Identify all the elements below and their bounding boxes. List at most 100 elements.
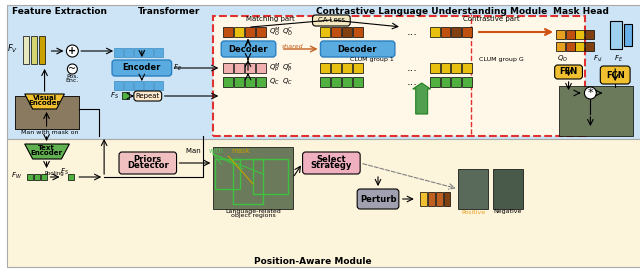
FancyBboxPatch shape	[38, 36, 45, 64]
Circle shape	[67, 45, 78, 57]
FancyBboxPatch shape	[154, 48, 163, 57]
FancyBboxPatch shape	[555, 65, 582, 79]
FancyBboxPatch shape	[134, 48, 143, 57]
FancyBboxPatch shape	[114, 81, 123, 90]
FancyBboxPatch shape	[357, 189, 399, 209]
Text: Enc.: Enc.	[66, 77, 79, 83]
FancyBboxPatch shape	[31, 36, 36, 64]
Text: Visual: Visual	[33, 95, 56, 101]
Text: FCN: FCN	[606, 70, 625, 80]
Polygon shape	[25, 94, 65, 109]
Text: Negative: Negative	[494, 210, 522, 214]
Text: Encoder: Encoder	[29, 100, 61, 106]
Text: Encoder: Encoder	[31, 150, 63, 156]
Text: $Q_P^C$: $Q_P^C$	[282, 61, 293, 75]
FancyBboxPatch shape	[342, 63, 352, 73]
FancyBboxPatch shape	[245, 63, 255, 73]
FancyBboxPatch shape	[444, 192, 451, 206]
FancyBboxPatch shape	[213, 147, 292, 209]
Text: Feature Extraction: Feature Extraction	[12, 8, 107, 16]
FancyBboxPatch shape	[566, 42, 575, 51]
FancyBboxPatch shape	[68, 174, 74, 180]
FancyBboxPatch shape	[7, 5, 640, 139]
FancyBboxPatch shape	[312, 15, 350, 26]
Text: CA Loss: CA Loss	[318, 17, 345, 23]
Text: $Q_O^M$: $Q_O^M$	[269, 25, 281, 39]
FancyBboxPatch shape	[221, 41, 276, 57]
Text: $Q_C$: $Q_C$	[269, 77, 280, 87]
FancyBboxPatch shape	[332, 27, 341, 37]
FancyBboxPatch shape	[23, 36, 29, 64]
Circle shape	[67, 64, 77, 74]
FancyBboxPatch shape	[429, 77, 440, 87]
FancyBboxPatch shape	[134, 91, 162, 101]
FancyBboxPatch shape	[566, 30, 575, 39]
FancyBboxPatch shape	[462, 77, 472, 87]
FancyBboxPatch shape	[124, 48, 133, 57]
Text: $F_S$: $F_S$	[109, 91, 118, 101]
Text: Language-related: Language-related	[225, 208, 281, 214]
FancyBboxPatch shape	[575, 42, 584, 51]
Text: mask: mask	[231, 148, 250, 154]
FancyBboxPatch shape	[451, 63, 461, 73]
FancyBboxPatch shape	[332, 77, 341, 87]
Text: Position-Aware Module: Position-Aware Module	[253, 257, 371, 266]
FancyBboxPatch shape	[124, 81, 133, 90]
FancyBboxPatch shape	[213, 16, 586, 136]
Text: Mask Head: Mask Head	[552, 8, 609, 16]
Text: CLUM group G: CLUM group G	[479, 56, 524, 62]
FancyBboxPatch shape	[429, 63, 440, 73]
FancyBboxPatch shape	[15, 96, 79, 129]
Text: Perturb: Perturb	[360, 194, 396, 204]
FancyBboxPatch shape	[556, 42, 564, 51]
FancyBboxPatch shape	[256, 27, 266, 37]
Text: $Q_P^M$: $Q_P^M$	[269, 61, 281, 75]
FancyBboxPatch shape	[575, 30, 584, 39]
FancyBboxPatch shape	[234, 77, 244, 87]
FancyBboxPatch shape	[462, 63, 472, 73]
Polygon shape	[25, 144, 69, 159]
FancyBboxPatch shape	[223, 63, 233, 73]
Text: *: *	[588, 88, 593, 98]
Text: Decoder: Decoder	[228, 44, 268, 54]
Text: Decoder: Decoder	[337, 44, 377, 54]
Text: ...: ...	[406, 77, 417, 87]
FancyBboxPatch shape	[493, 169, 523, 209]
FancyBboxPatch shape	[15, 96, 79, 129]
Text: $F_E$: $F_E$	[614, 54, 623, 64]
FancyBboxPatch shape	[34, 174, 40, 180]
FancyBboxPatch shape	[586, 42, 595, 51]
FancyBboxPatch shape	[420, 192, 427, 206]
Text: Man: Man	[186, 148, 204, 154]
FancyBboxPatch shape	[332, 63, 341, 73]
Text: Strategy: Strategy	[310, 161, 352, 171]
FancyBboxPatch shape	[436, 192, 442, 206]
FancyBboxPatch shape	[256, 63, 266, 73]
Text: Detector: Detector	[127, 161, 169, 171]
FancyBboxPatch shape	[556, 30, 564, 39]
FancyBboxPatch shape	[624, 24, 632, 46]
FancyArrow shape	[413, 83, 431, 114]
Text: object regions: object regions	[230, 213, 275, 218]
FancyBboxPatch shape	[144, 81, 153, 90]
FancyBboxPatch shape	[440, 77, 451, 87]
FancyBboxPatch shape	[321, 63, 330, 73]
FancyBboxPatch shape	[353, 77, 363, 87]
FancyBboxPatch shape	[303, 152, 360, 174]
Text: $Q_O$: $Q_O$	[557, 54, 568, 64]
FancyBboxPatch shape	[429, 27, 440, 37]
FancyBboxPatch shape	[462, 27, 472, 37]
FancyBboxPatch shape	[245, 27, 255, 37]
Text: Contrastive Language Understanding Module: Contrastive Language Understanding Modul…	[316, 8, 547, 16]
Text: Pos.: Pos.	[66, 73, 79, 79]
FancyBboxPatch shape	[342, 77, 352, 87]
FancyBboxPatch shape	[234, 63, 244, 73]
FancyBboxPatch shape	[342, 27, 352, 37]
FancyBboxPatch shape	[440, 63, 451, 73]
Text: ...: ...	[406, 27, 417, 37]
Text: $F_V$: $F_V$	[7, 43, 19, 55]
FancyBboxPatch shape	[119, 152, 177, 174]
FancyBboxPatch shape	[144, 48, 153, 57]
Text: Transformer: Transformer	[138, 8, 200, 16]
Circle shape	[584, 87, 596, 99]
